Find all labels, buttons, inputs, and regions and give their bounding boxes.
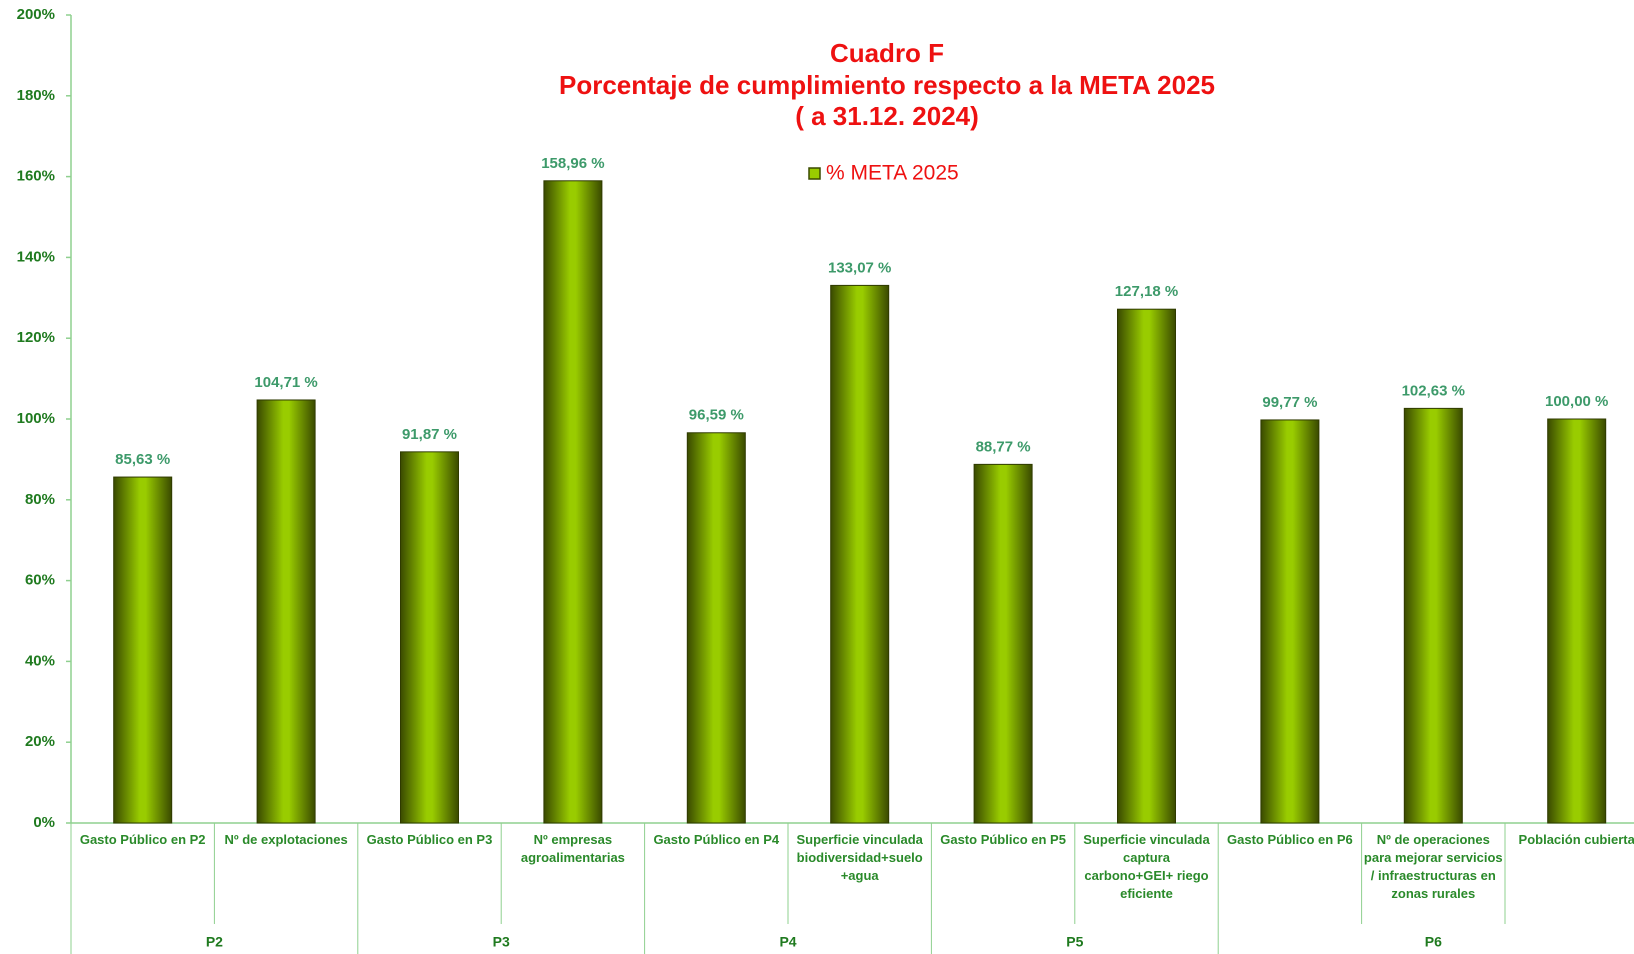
group-label: P6 bbox=[1425, 934, 1442, 950]
x-tick-label: Superficie vinculada biodiversidad+suelo… bbox=[796, 832, 923, 883]
value-label: 104,71 % bbox=[254, 374, 317, 391]
x-tick-label: Nº de explotaciones bbox=[224, 832, 348, 847]
chart-title: Porcentaje de cumplimiento respecto a la… bbox=[559, 70, 1215, 100]
bar bbox=[686, 432, 746, 824]
x-tick-label: Nº empresas agroalimentarias bbox=[520, 832, 625, 865]
value-label: 127,18 % bbox=[1115, 283, 1178, 300]
group-label: P4 bbox=[779, 934, 796, 950]
x-tick-label: Gasto Público en P5 bbox=[940, 832, 1066, 847]
value-label: 96,59 % bbox=[689, 407, 744, 424]
value-label: 91,87 % bbox=[402, 426, 457, 443]
bar bbox=[400, 451, 459, 824]
y-tick-label: 100% bbox=[17, 410, 55, 427]
x-tick-label: Gasto Público en P2 bbox=[79, 832, 206, 847]
x-tick-label: Población cubierta bbox=[1518, 832, 1634, 847]
bar bbox=[543, 180, 603, 824]
y-tick-label: 200% bbox=[17, 6, 55, 23]
x-tick-label: Gasto Público en P6 bbox=[1227, 832, 1353, 847]
y-tick-label: 140% bbox=[17, 248, 55, 265]
chart-title: ( a 31.12. 2024) bbox=[795, 101, 979, 131]
y-tick-label: 120% bbox=[17, 329, 55, 346]
legend-label: % META 2025 bbox=[826, 162, 959, 185]
bar bbox=[113, 476, 173, 824]
group-label: P3 bbox=[493, 934, 510, 950]
bar bbox=[1403, 407, 1463, 824]
x-tick-label: Gasto Público en P3 bbox=[366, 832, 493, 847]
value-label: 102,63 % bbox=[1402, 382, 1465, 399]
y-tick-label: 40% bbox=[25, 652, 55, 669]
y-tick-label: 60% bbox=[25, 572, 55, 589]
bar bbox=[973, 463, 1033, 824]
bar bbox=[1547, 418, 1607, 824]
x-tick-label: Superficie vinculada captura carbono+GEI… bbox=[1083, 832, 1210, 901]
chart-title: Cuadro F bbox=[830, 38, 944, 68]
bar bbox=[830, 284, 890, 824]
y-tick-label: 80% bbox=[25, 491, 55, 508]
group-label: P5 bbox=[1066, 934, 1083, 950]
y-tick-label: 180% bbox=[17, 87, 55, 104]
value-label: 100,00 % bbox=[1545, 393, 1608, 410]
value-label: 88,77 % bbox=[976, 438, 1031, 455]
y-tick-label: 160% bbox=[17, 168, 55, 185]
value-label: 158,96 % bbox=[541, 155, 604, 172]
bar bbox=[1260, 419, 1320, 824]
y-tick-label: 20% bbox=[25, 733, 55, 750]
bar bbox=[256, 399, 316, 824]
legend-swatch bbox=[808, 167, 821, 180]
value-label: 85,63 % bbox=[115, 451, 170, 468]
value-label: 99,77 % bbox=[1262, 394, 1317, 411]
x-tick-label: Nº de operaciones para mejorar servicios… bbox=[1363, 832, 1503, 901]
x-tick-label: Gasto Público en P4 bbox=[653, 832, 780, 847]
bar bbox=[1117, 308, 1176, 824]
group-label: P2 bbox=[206, 934, 223, 950]
y-tick-label: 0% bbox=[33, 814, 55, 831]
value-label: 133,07 % bbox=[828, 259, 891, 276]
